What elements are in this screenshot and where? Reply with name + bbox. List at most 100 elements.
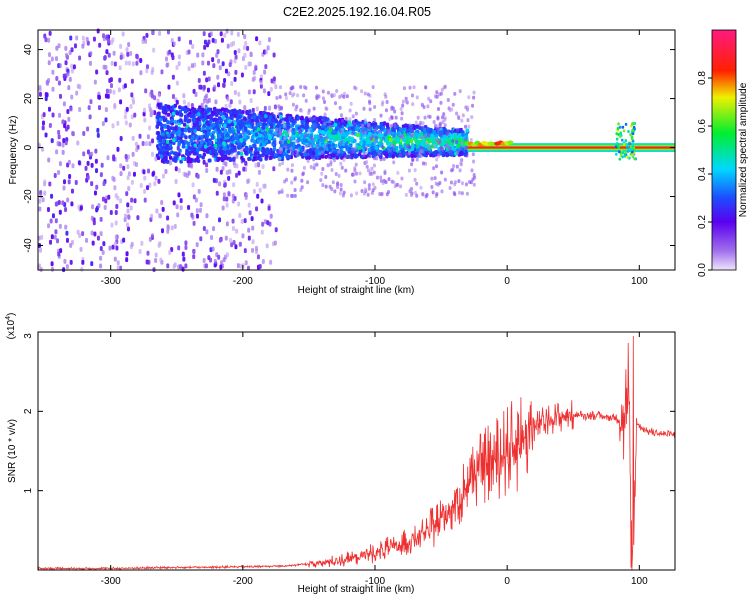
spectrogram-cell [119, 198, 123, 204]
spectrogram-cell [105, 70, 109, 76]
spectrogram-cell [263, 122, 268, 127]
colorbar: 0.0 0.2 0.4 0.6 0.8 Normalized spectral ampl… [697, 29, 749, 277]
spectrogram-cell [407, 168, 411, 173]
spectrogram-cell [102, 181, 106, 187]
spectrogram-cell [178, 105, 182, 110]
spectrogram-cell [379, 157, 383, 162]
spectrogram-cell [286, 193, 290, 198]
spectrogram-cell [292, 118, 297, 123]
spectrogram-cell [105, 88, 109, 94]
spectrogram-cell [336, 181, 340, 186]
spectrogram-cell [368, 140, 372, 145]
spectrogram-cell [340, 140, 344, 145]
spectrogram-cell [70, 68, 74, 74]
spectrogram-cell [286, 149, 291, 154]
spectrogram-cell [118, 77, 122, 83]
spectrogram-cell [331, 180, 335, 185]
spectrogram-cell [270, 152, 274, 157]
spectrogram-cell [244, 195, 248, 201]
spectrogram-cell [64, 224, 68, 230]
spectrogram-cell [86, 174, 90, 180]
spectrogram-cell [96, 132, 100, 138]
spectrogram-cell [309, 144, 313, 149]
spectrogram-cell [453, 132, 458, 137]
spectrogram-cell [87, 105, 91, 111]
spectrogram-cell [351, 121, 355, 126]
spectrogram-cell [169, 126, 173, 131]
spectrogram-cell [450, 107, 454, 112]
spectrogram-cell [38, 84, 42, 90]
spectrogram-cell [442, 112, 446, 117]
spectrogram-cell [134, 141, 138, 147]
spectrogram-cell [57, 80, 61, 86]
spectrogram-cell [428, 145, 432, 150]
spectrogram-cell [135, 60, 139, 66]
spectrogram-cell [173, 223, 177, 229]
spectrogram-cell [151, 171, 155, 177]
spectrogram-cell [119, 265, 123, 271]
spectrogram-cell [346, 146, 350, 151]
spectrogram-cell [299, 128, 303, 133]
spectrogram-cell [202, 31, 206, 37]
spectrogram-cell [158, 30, 162, 36]
spectrogram-cell [294, 107, 298, 112]
spectrogram-cell [124, 120, 128, 126]
spectrogram-cell [210, 135, 215, 140]
spectrogram-cell [235, 228, 239, 234]
spectrogram-cell [256, 127, 261, 132]
spectrogram-cell [279, 143, 284, 148]
spectrogram-cell [153, 181, 157, 187]
spectrogram-cell [317, 129, 322, 134]
spectrogram-cell [385, 123, 390, 128]
spectrogram-burst-cell [619, 131, 622, 135]
spectrogram-cell [38, 263, 42, 269]
spectrogram-cell [228, 62, 232, 68]
spectrogram-cell [420, 141, 424, 146]
spectrogram-cell [394, 152, 399, 157]
spectrogram-cell [232, 136, 236, 141]
spectrogram-cell [441, 115, 445, 120]
spectrogram-cell [62, 101, 66, 107]
spectrogram-cell [175, 111, 179, 116]
x-tick-label: -200 [233, 576, 253, 587]
colorbar-label: Normalized spectral amplitude [738, 82, 749, 217]
spectrogram-cell [444, 144, 448, 149]
spectrogram-cell [259, 115, 264, 120]
spectrogram-cell [396, 170, 400, 175]
spectrogram-cell [416, 153, 420, 158]
spectrogram-cell [168, 155, 173, 160]
spectrogram-cell [435, 138, 439, 143]
spectrogram-cell [384, 108, 388, 113]
spectrogram-cell [426, 127, 430, 132]
spectrogram-cell [81, 259, 85, 265]
spectrogram-cell [55, 76, 59, 82]
spectrogram-cell [144, 88, 148, 94]
spectrogram-cell [244, 64, 248, 70]
spectrogram-cell [507, 140, 514, 145]
spectrogram-cell [460, 158, 464, 163]
spectrogram-cell [144, 141, 148, 147]
spectrogram-cell [263, 131, 268, 136]
spectrogram-cell [447, 146, 451, 151]
spectrogram-cell [286, 121, 291, 126]
spectrogram-cell [131, 61, 135, 67]
spectrogram-cell [262, 118, 267, 123]
spectrogram-cell [205, 126, 209, 131]
spectrogram-cell [333, 101, 337, 106]
spectrogram-cell [269, 86, 273, 92]
spectrogram-cell [222, 192, 226, 198]
spectrogram-cell [90, 162, 94, 168]
spectrogram-cell [367, 186, 371, 191]
spectrogram-cell [235, 172, 239, 178]
colorbar-tick-label: 0.8 [697, 71, 708, 85]
spectrogram-cell [213, 143, 218, 148]
spectrogram-cell [379, 175, 383, 180]
spectrogram-cell [246, 130, 250, 135]
spectrogram-cell [244, 147, 249, 152]
spectrogram-cell [94, 148, 98, 154]
spectrogram-cell [378, 125, 383, 130]
spectrogram-cell [222, 196, 226, 202]
spectrogram-cell [264, 154, 269, 159]
spectrogram-cell [207, 39, 211, 45]
